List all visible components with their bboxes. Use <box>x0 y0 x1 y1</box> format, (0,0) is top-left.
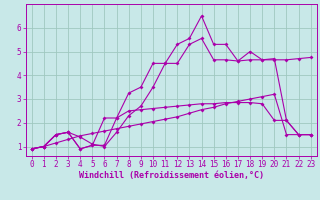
X-axis label: Windchill (Refroidissement éolien,°C): Windchill (Refroidissement éolien,°C) <box>79 171 264 180</box>
